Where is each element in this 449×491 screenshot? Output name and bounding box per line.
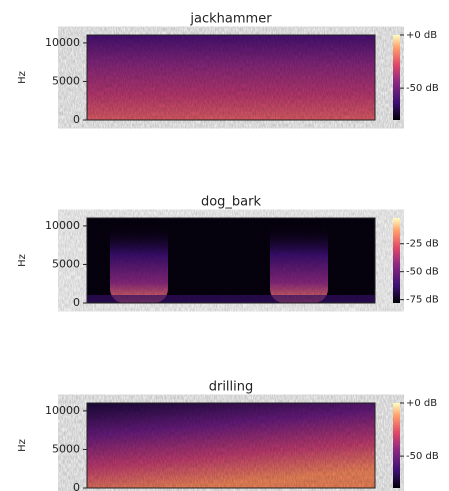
colorbar-tick-label: -25 dB xyxy=(406,239,439,250)
colorbar-tick-label: -50 dB xyxy=(406,83,439,94)
chart-title: jackhammer xyxy=(189,12,272,27)
colorbar-tick-label: -75 dB xyxy=(406,295,439,306)
y-tick-label: 0 xyxy=(73,296,80,309)
texture xyxy=(87,218,375,303)
chart-title: dog_bark xyxy=(201,195,262,210)
colorbar-tick-label: +0 dB xyxy=(406,30,437,41)
y-tick-label: 0 xyxy=(73,113,80,126)
colorbar-tick-label: -50 dB xyxy=(406,451,439,462)
colorbar xyxy=(393,218,400,303)
texture xyxy=(87,403,375,488)
colorbar xyxy=(393,403,400,488)
y-axis-label: Hz xyxy=(17,254,28,267)
figure: jackhammer Hz 0 5000 10000 +0 dB -50 dB dog_bar… xyxy=(0,0,449,491)
colorbar-tick-label: +0 dB xyxy=(406,398,437,409)
y-axis-label: Hz xyxy=(17,71,28,84)
y-axis-label: Hz xyxy=(17,439,28,452)
spectrogram-images xyxy=(87,35,400,488)
y-tick-label: 10000 xyxy=(45,404,80,417)
colorbar-tick-label: -50 dB xyxy=(406,267,439,278)
colorbar xyxy=(393,35,400,120)
chart-title: drilling xyxy=(209,380,254,395)
y-tick-label: 5000 xyxy=(52,257,80,270)
y-tick-label: 10000 xyxy=(45,36,80,49)
y-tick-label: 10000 xyxy=(45,219,80,232)
texture xyxy=(87,35,375,120)
y-tick-label: 0 xyxy=(73,481,80,491)
y-tick-label: 5000 xyxy=(52,442,80,455)
y-tick-label: 5000 xyxy=(52,74,80,87)
